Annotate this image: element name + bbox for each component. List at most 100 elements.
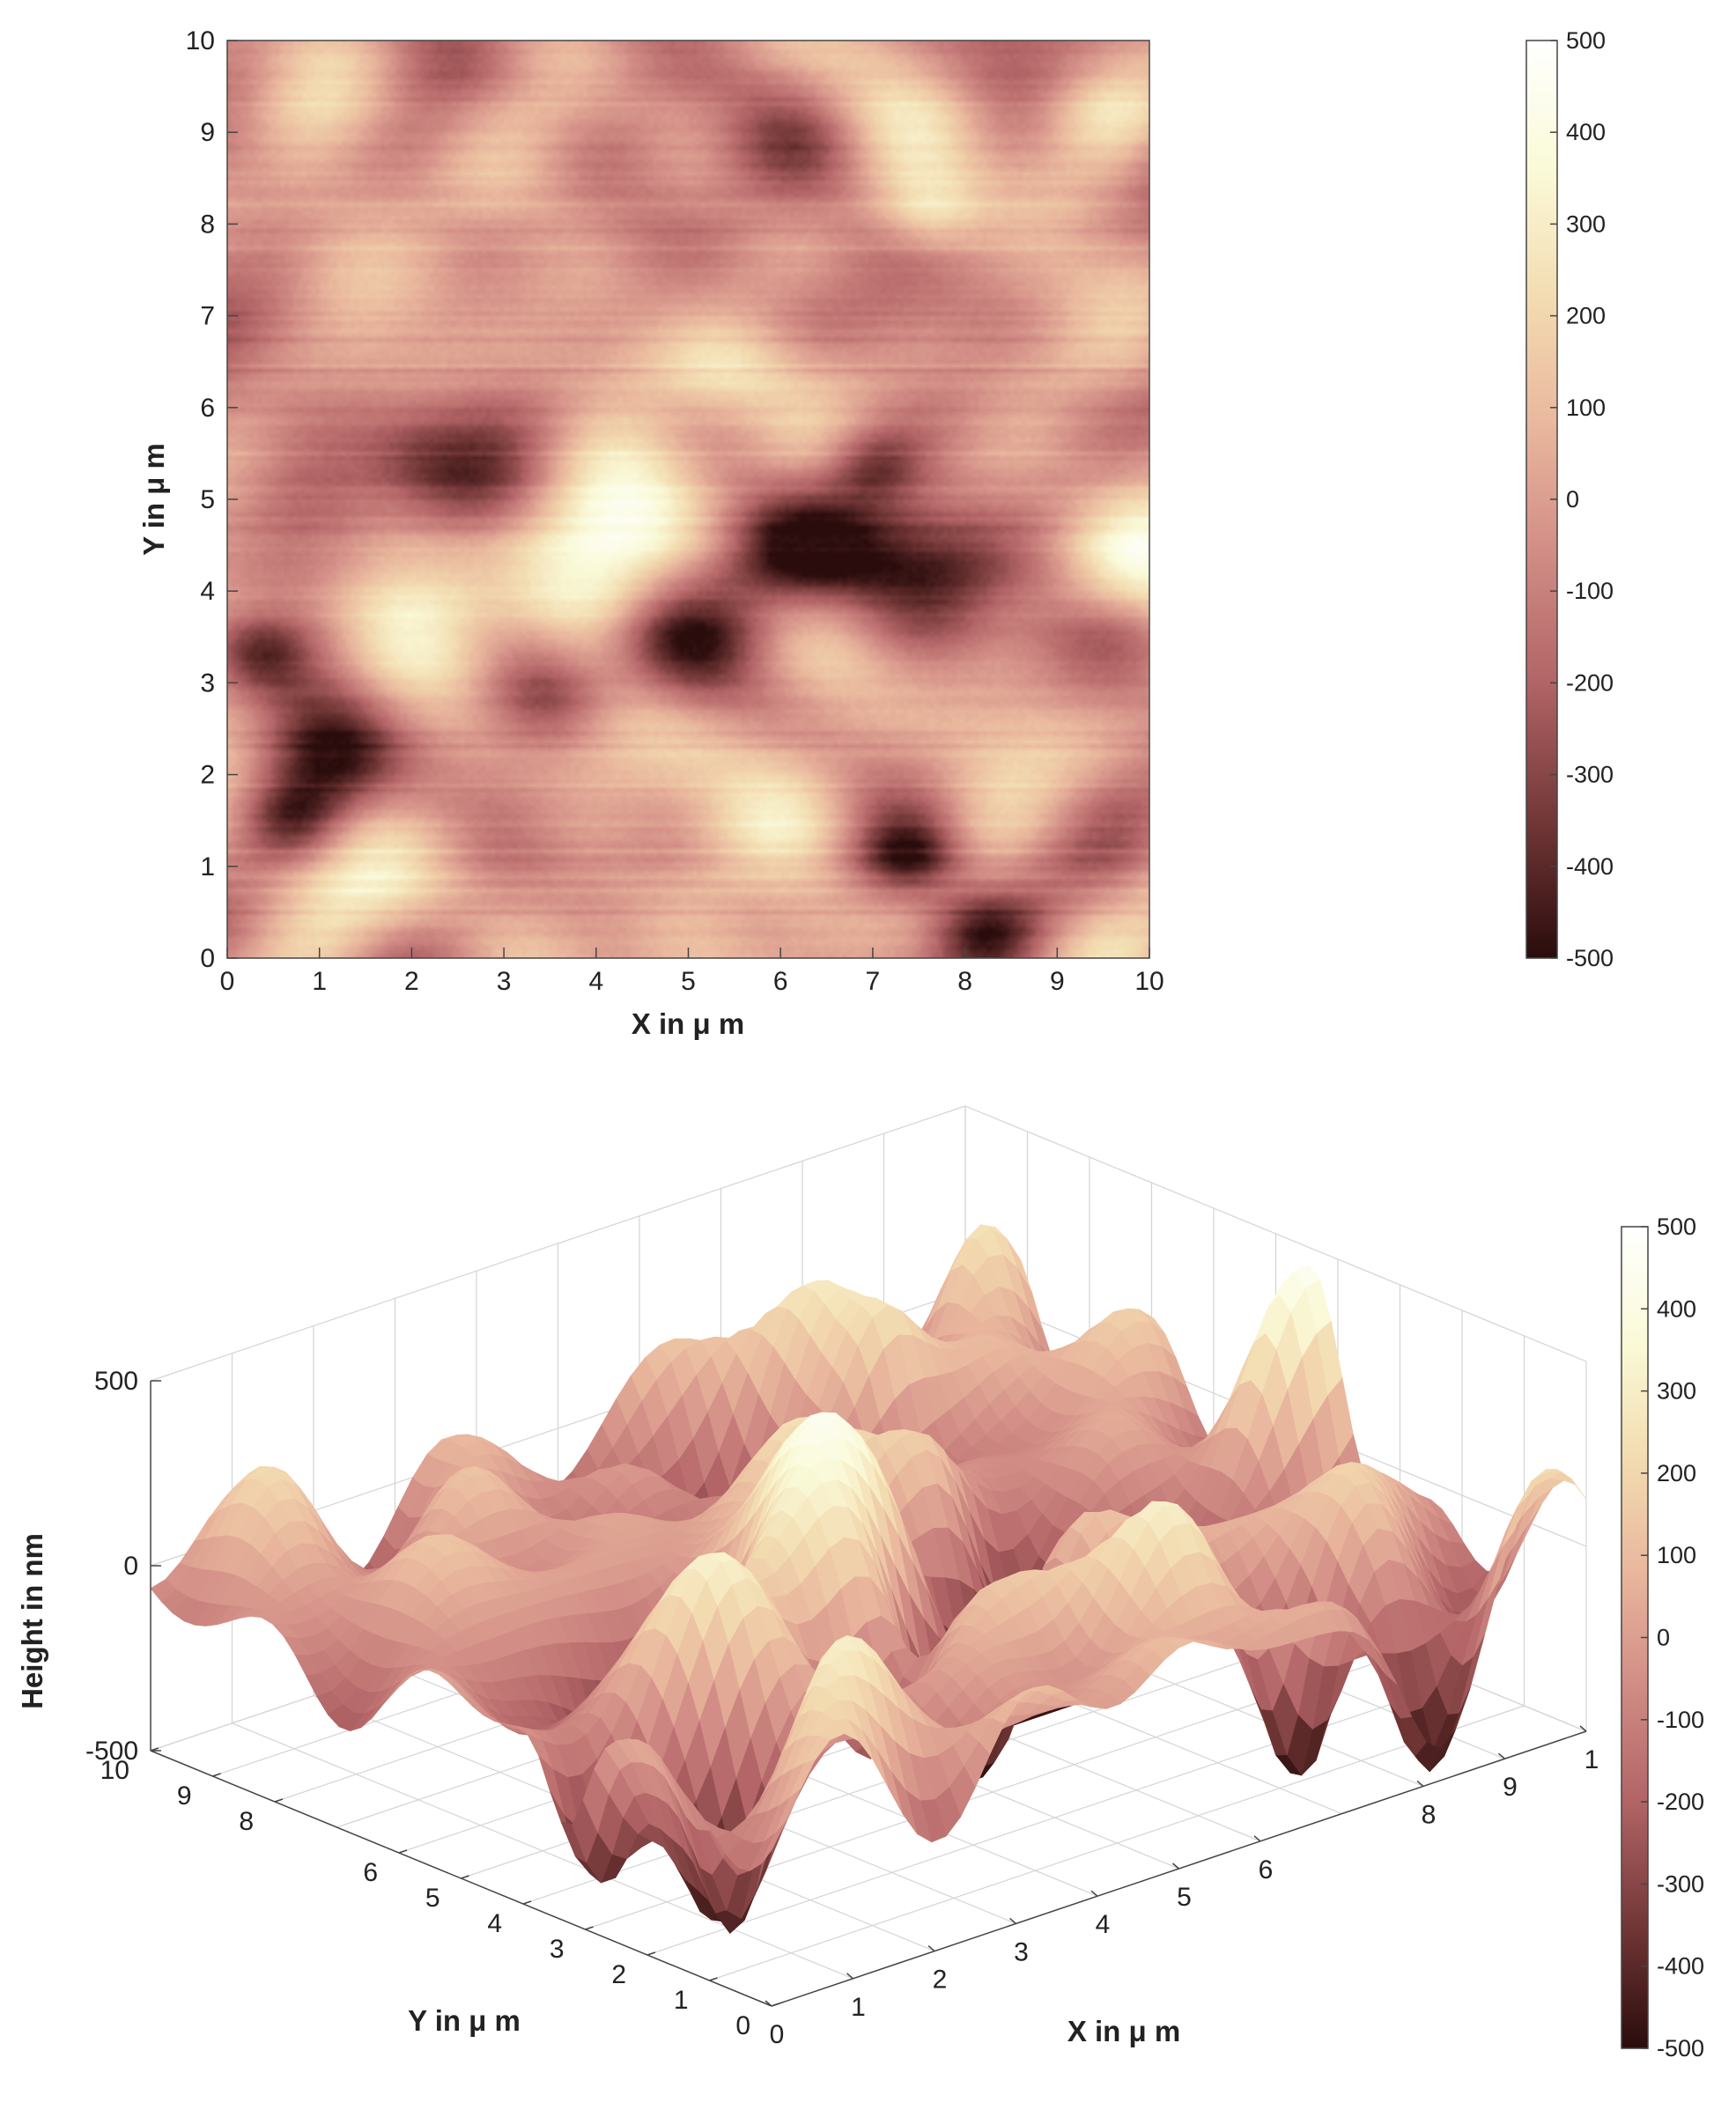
surface-colorbar-tick-label: 100 [1657, 1542, 1696, 1568]
heatmap-y-tick-label: 4 [200, 577, 215, 606]
surface-x-tick-mark [927, 1945, 935, 1952]
surface-y-tick-mark [771, 2003, 780, 2007]
heatmap-x-tick-label: 6 [773, 967, 788, 996]
heatmap-y-tick-label: 6 [200, 394, 215, 423]
heatmap-x-tick-label: 1 [312, 967, 327, 996]
surface-y-tick-label: 2 [611, 1960, 626, 1989]
heatmap-y-tick-label: 7 [200, 302, 215, 331]
surface-colorbar-tick-label: -500 [1657, 2035, 1704, 2062]
heatmap-colorbar-tick-label: 0 [1566, 486, 1579, 513]
heatmap-x-tick-label: 5 [681, 967, 696, 996]
surface-x-tick-mark [1009, 1917, 1016, 1924]
heatmap-colorbar-tick-label: 500 [1566, 27, 1606, 54]
surface-x-tick-label: 5 [1177, 1883, 1192, 1912]
surface-colorbar-tick-label: -200 [1657, 1789, 1704, 1815]
heatmap-colorbar-tick-label: -500 [1566, 945, 1614, 971]
surface-x-tick-mark [846, 1973, 853, 1980]
heatmap-x-tick-label: 2 [404, 967, 419, 996]
surface-y-tick-label: 4 [487, 1909, 502, 1938]
surface-x-tick-label: 4 [1096, 1910, 1111, 1939]
surface-x-tick-mark [765, 2000, 772, 2007]
surface-y-tick-mark [461, 1875, 469, 1879]
heatmap-x-tick-label: 9 [1050, 967, 1065, 996]
surface-colorbar-tick-label: 400 [1657, 1295, 1696, 1322]
surface-colorbar-tick-label: -100 [1657, 1707, 1704, 1733]
surface-x-ticks: 0 1 2 3 4 5 6 8 9 1 [765, 1725, 1599, 2049]
heatmap-colorbar-tick-label: -400 [1566, 853, 1614, 880]
heatmap-colorbar-tick-label: 200 [1566, 303, 1606, 329]
heatmap-x-tick-label: 4 [588, 967, 603, 996]
surface-y-tick-label: 0 [735, 2011, 750, 2040]
surface-colorbar: -500 -400 -300 -200 -100 0 100 200 300 400 500 [1621, 1213, 1704, 2062]
heatmap-x-ticks: 0 1 2 3 4 5 6 7 8 9 10 [220, 948, 1164, 996]
surface-y-tick-label: 8 [239, 1807, 254, 1836]
heatmap-colorbar-tick-label: 100 [1566, 395, 1606, 421]
surface-grid-line [150, 1105, 966, 1382]
surface-y-tick-mark [398, 1849, 408, 1854]
heatmap-x-tick-label: 7 [866, 967, 881, 996]
heatmap-y-tick-label: 5 [200, 485, 215, 514]
heatmap-image [227, 41, 1149, 958]
surface-x-tick-label: 1 [1585, 1745, 1599, 1774]
surface-mesh [150, 1224, 1587, 1934]
surface-z-axis-label: Height in nm [16, 1533, 48, 1709]
surface-x-tick-mark [1579, 1725, 1587, 1732]
surface-y-tick-mark [646, 1951, 656, 1956]
surface-x-tick-label: 9 [1503, 1773, 1518, 1802]
heatmap-y-tick-label: 3 [200, 668, 215, 697]
surface-x-tick-label: 8 [1422, 1800, 1437, 1829]
surface-y-axis-label: Y in μ m [408, 2004, 521, 2037]
surface-x-tick-mark [1253, 1835, 1261, 1842]
heatmap-y-tick-label: 2 [200, 761, 215, 790]
surface-y-tick-mark [585, 1926, 594, 1930]
surface-colorbar-tick-label: 500 [1657, 1213, 1696, 1240]
surface-x-tick-label: 0 [770, 2020, 785, 2049]
heatmap-y-tick-label: 10 [186, 26, 215, 55]
heatmap-x-tick-label: 0 [220, 967, 235, 996]
surface-y-tick-label: 3 [550, 1935, 565, 1964]
surface-z-ticks: -500 0 500 [85, 1367, 161, 1766]
heatmap-y-ticks: 0 1 2 3 4 5 6 7 8 9 10 [186, 26, 238, 973]
surface-z-tick-label: 0 [123, 1552, 138, 1581]
surface-colorbar-tick-label: -400 [1657, 1953, 1704, 1980]
heatmap-x-axis-label: X in μ m [632, 1007, 744, 1040]
surface-grid-line [964, 1105, 1587, 1362]
heatmap-y-tick-label: 0 [200, 944, 215, 973]
surface-x-tick-mark [1090, 1890, 1098, 1897]
surface-x-tick-mark [1172, 1863, 1179, 1870]
surface-y-tick-label: 1 [674, 1986, 689, 2015]
heatmap-y-axis-label: Y in μ m [137, 443, 170, 556]
surface-y-tick-label: 5 [425, 1884, 440, 1913]
surface-colorbar-ticks: -500 -400 -300 -200 -100 0 100 200 300 400 500 [1641, 1213, 1704, 2062]
surface-colorbar-tick-label: 200 [1657, 1460, 1696, 1486]
heatmap-x-tick-label: 10 [1134, 967, 1163, 996]
heatmap-chart: 0 1 2 3 4 5 6 7 8 9 10 0 1 2 3 4 5 6 7 8 9 10 X in μ m Y in … [137, 26, 1614, 1040]
heatmap-colorbar: -500 -400 -300 -200 -100 0 100 200 300 400 500 [1525, 27, 1614, 971]
surface-patch [760, 1820, 787, 1865]
surface-z-tick-label: -500 [85, 1737, 138, 1766]
heatmap-colorbar-tick-label: 300 [1566, 210, 1606, 237]
surface-y-tick-label: 10 [100, 1756, 129, 1785]
surface-y-tick-mark [212, 1773, 221, 1777]
surface-grid-line [709, 1705, 1525, 1981]
surface-x-tick-label: 6 [1259, 1855, 1274, 1885]
heatmap-x-tick-label: 3 [497, 967, 512, 996]
surface-z-tick-label: 500 [94, 1367, 138, 1396]
heatmap-colorbar-ticks: -500 -400 -300 -200 -100 0 100 200 300 400 500 [1550, 27, 1614, 971]
surface-x-tick-label: 1 [851, 1993, 866, 2022]
heatmap-x-tick-label: 8 [957, 967, 972, 996]
surface-y-tick-label: 6 [363, 1858, 378, 1887]
surface-y-tick-mark [709, 1977, 718, 1981]
surface-y-tick-mark [522, 1900, 532, 1905]
surface-x-tick-mark [1498, 1752, 1505, 1759]
heatmap-y-tick-label: 8 [200, 210, 215, 239]
heatmap-colorbar-tick-label: 400 [1566, 119, 1606, 145]
surface-x-tick-mark [1416, 1780, 1424, 1787]
heatmap-colorbar-tick-label: -300 [1566, 762, 1614, 788]
heatmap-colorbar-tick-label: -100 [1566, 578, 1614, 604]
surface-x-tick-label: 2 [933, 1966, 948, 1995]
surface-y-tick-mark [274, 1798, 284, 1803]
heatmap-y-tick-label: 9 [200, 118, 215, 147]
